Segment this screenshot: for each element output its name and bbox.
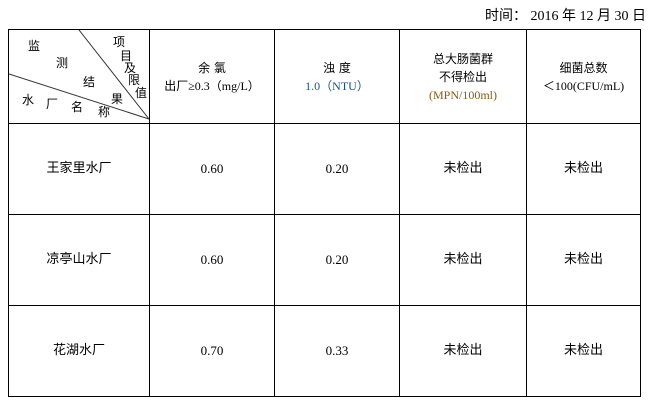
corner-char: 水: [22, 93, 35, 107]
corner-char: 限: [128, 73, 141, 87]
corner-char: 监: [28, 39, 41, 53]
header-bacteria: 细菌总数 ＜100(CFU/mL): [526, 29, 641, 124]
header-turbidity: 浊 度 1.0（NTU）: [274, 29, 400, 124]
header-line: 细菌总数: [559, 60, 608, 75]
water-quality-table: 监 测 结 果 项 目 及 限 值 水 厂 名 称 余 氯出厂≥0.3（mg/L…: [8, 29, 641, 397]
corner-char: 项: [113, 35, 126, 49]
plant-name: 凉亭山水厂: [8, 214, 150, 306]
bacteria-value: 未检出: [526, 214, 641, 306]
header-line: 1.0（NTU）: [305, 78, 369, 93]
table-row: 王家里水厂 0.60 0.20 未检出 未检出: [8, 123, 641, 215]
header-row: 监 测 结 果 项 目 及 限 值 水 厂 名 称 余 氯出厂≥0.3（mg/L…: [8, 29, 641, 124]
table-row: 凉亭山水厂 0.60 0.20 未检出 未检出: [8, 214, 641, 306]
chlorine-value: 0.60: [149, 214, 275, 306]
corner-char: 及: [124, 61, 137, 75]
header-line: 浊 度: [323, 60, 351, 75]
turbidity-value: 0.33: [274, 305, 400, 397]
bacteria-value: 未检出: [526, 123, 641, 215]
plant-name: 花湖水厂: [8, 305, 150, 397]
plant-name: 王家里水厂: [8, 123, 150, 215]
header-line: 出厂≥0.3（mg/L）: [164, 78, 260, 93]
corner-char: 测: [56, 56, 69, 70]
corner-char: 值: [135, 86, 148, 100]
corner-char: 结: [83, 75, 96, 89]
header-line: 不得检出: [438, 69, 487, 84]
corner-char: 名: [71, 100, 84, 114]
coliform-value: 未检出: [399, 214, 527, 306]
corner-char: 厂: [46, 97, 59, 111]
corner-char: 果: [111, 92, 124, 106]
turbidity-value: 0.20: [274, 214, 400, 306]
diagonal-lines: [9, 30, 149, 120]
report-date: 时间： 2016 年 12 月 30 日: [485, 9, 646, 24]
header-coliform: 总大肠菌群不得检出 (MPN/100ml): [399, 29, 527, 124]
header-line: 余 氯: [198, 60, 226, 75]
chlorine-value: 0.70: [149, 305, 275, 397]
chlorine-value: 0.60: [149, 123, 275, 215]
coliform-value: 未检出: [399, 305, 527, 397]
corner-char: 目: [120, 49, 133, 63]
header-line: (MPN/100ml): [428, 87, 497, 102]
header-line: 总大肠菌群: [432, 51, 493, 66]
corner-header-cell: 监 测 结 果 项 目 及 限 值 水 厂 名 称: [8, 29, 150, 124]
header-chlorine: 余 氯出厂≥0.3（mg/L）: [149, 29, 275, 124]
table-row: 花湖水厂 0.70 0.33 未检出 未检出: [8, 305, 641, 397]
turbidity-value: 0.20: [274, 123, 400, 215]
corner-char: 称: [98, 105, 111, 119]
coliform-value: 未检出: [399, 123, 527, 215]
bacteria-value: 未检出: [526, 305, 641, 397]
header-line: ＜100(CFU/mL): [542, 78, 625, 93]
